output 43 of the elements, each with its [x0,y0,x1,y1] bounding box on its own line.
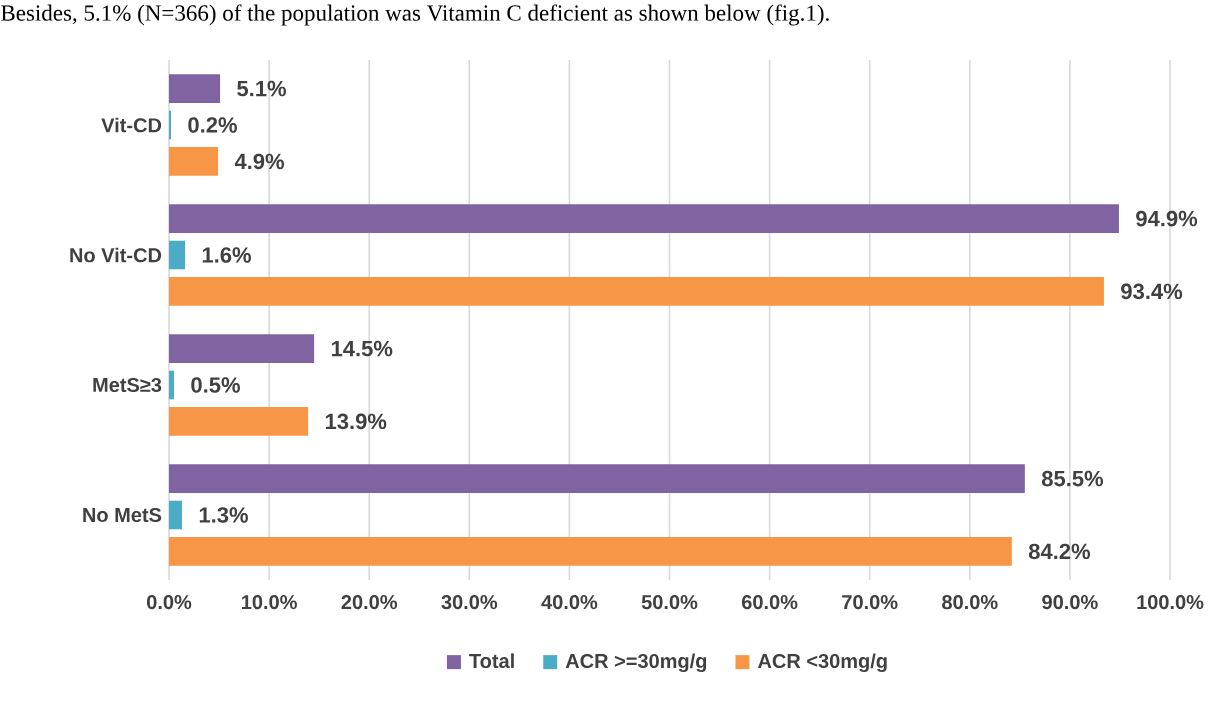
x-tick-label: 90.0% [1042,595,1098,610]
legend-label: ACR >=30mg/g [565,653,707,673]
x-tick-label: 60.0% [741,595,798,610]
legend-label: Total [469,653,514,669]
bar [169,334,315,363]
data-label: 84.2% [1028,543,1091,560]
data-label: 93.4% [1121,283,1183,300]
bar [169,240,186,270]
bar [169,407,309,436]
bar [169,537,1012,566]
x-tick-label: 10.0% [242,595,297,610]
data-label: 5.1% [237,80,287,97]
x-tick-label: 30.0% [441,595,498,610]
data-label: 94.9% [1136,210,1198,227]
bar [169,204,1119,233]
text: Besides, 5.1% (N=366) of the population was Vitamin C deficient as shown below (fig.1). [1,4,829,26]
x-tick-label: 20.0% [341,595,398,610]
legend-label: ACR <30mg/g [757,653,887,673]
bar [169,464,1025,493]
x-tick-label: 40.0% [541,595,598,610]
data-label: 14.5% [331,340,393,357]
y-tick-label: No MetS [83,507,162,523]
bar [169,74,221,103]
data-label: 13.9% [325,413,387,430]
y-tick-label: No Vit-CD [70,247,162,263]
x-tick-label: 100.0% [1137,595,1204,610]
data-label: 1.6% [202,247,251,263]
data-label: 85.5% [1041,470,1104,487]
bar [169,370,175,400]
bar [169,500,183,530]
x-tick-label: 70.0% [842,595,898,610]
data-label: 0.5% [191,377,240,393]
data-label: 0.2% [188,117,237,133]
y-tick-label: Vit-CD [101,117,162,133]
bar [169,147,219,176]
data-label: 1.3% [199,507,248,523]
x-tick-label: 80.0% [942,595,998,610]
data-label: 4.9% [234,153,285,170]
bar [169,110,172,140]
x-tick-label: 50.0% [641,595,698,610]
bar [169,277,1104,306]
x-tick-label: 0.0% [147,595,192,610]
y-tick-label: MetS≥3 [93,377,162,393]
